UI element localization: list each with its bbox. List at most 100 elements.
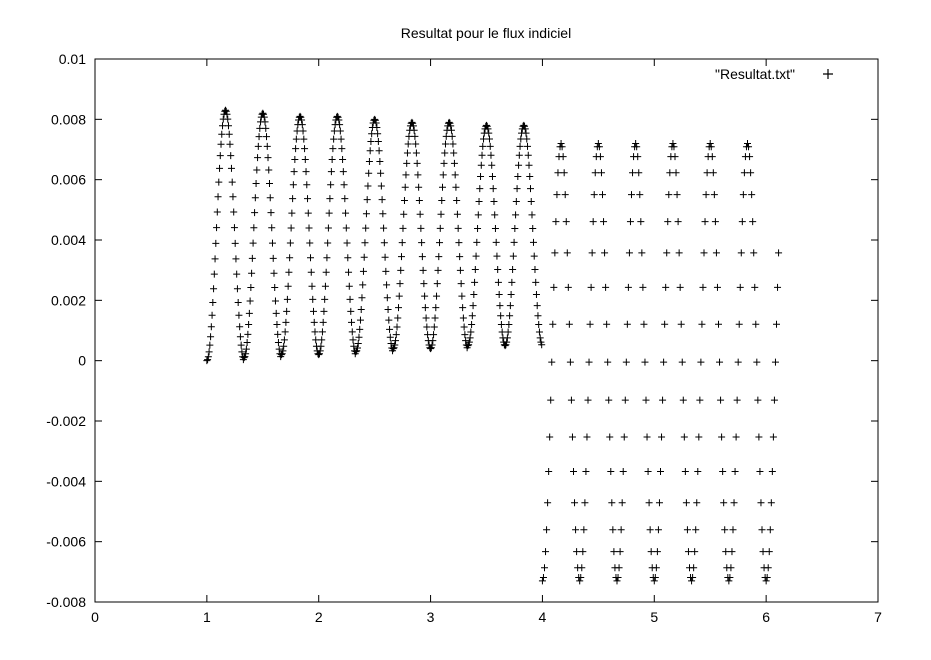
data-point [377, 182, 385, 190]
data-point [594, 139, 602, 147]
data-point [521, 125, 529, 133]
data-point [642, 396, 650, 404]
data-point [586, 320, 594, 328]
data-point [565, 320, 573, 328]
data-point [626, 218, 634, 226]
data-point [321, 295, 329, 303]
data-point [311, 328, 319, 336]
data-point [523, 135, 531, 143]
data-point [515, 161, 523, 169]
data-point [384, 306, 392, 314]
data-point [683, 526, 691, 534]
data-point [744, 139, 751, 147]
data-point [471, 278, 479, 286]
data-point [591, 169, 599, 177]
data-point [690, 564, 698, 572]
data-point [267, 209, 275, 217]
data-point [327, 181, 335, 189]
data-point [471, 266, 479, 273]
data-point [235, 311, 243, 319]
data-point [264, 154, 272, 162]
data-point [753, 358, 761, 366]
data-point [315, 351, 323, 359]
data-point [768, 468, 776, 476]
data-point [317, 342, 325, 350]
data-point [412, 140, 420, 148]
data-point [608, 499, 616, 507]
data-point [301, 145, 309, 153]
data-point [582, 468, 590, 476]
data-point [360, 253, 368, 261]
data-point [550, 283, 558, 291]
data-points [203, 106, 783, 585]
y-tick-label: -0.004 [46, 473, 86, 489]
data-point [585, 358, 593, 366]
data-point [343, 239, 351, 247]
data-point [688, 577, 696, 585]
data-point [638, 249, 646, 257]
data-point [563, 249, 571, 257]
data-point [274, 330, 282, 338]
data-point [383, 294, 391, 302]
data-point [355, 333, 363, 341]
data-point [590, 191, 598, 199]
data-point [706, 139, 714, 147]
data-point [421, 304, 429, 312]
data-point [419, 266, 427, 274]
data-point [302, 168, 310, 176]
data-point [584, 396, 592, 404]
data-point [718, 433, 726, 441]
data-point [436, 239, 444, 247]
data-point [433, 292, 441, 300]
data-point [447, 126, 455, 134]
data-point [303, 181, 311, 189]
data-point [321, 282, 329, 290]
data-point [219, 122, 227, 130]
data-point [291, 156, 299, 164]
data-point [645, 499, 653, 507]
data-point [752, 320, 760, 328]
data-point [322, 268, 330, 276]
data-point [745, 143, 753, 151]
data-point [417, 224, 425, 232]
data-point [330, 127, 338, 135]
data-point [762, 577, 770, 585]
data-point [635, 169, 643, 177]
data-point [434, 266, 442, 274]
data-point [445, 118, 453, 126]
data-point [671, 153, 679, 161]
data-point [377, 169, 385, 177]
data-point [524, 142, 532, 150]
data-point [439, 171, 447, 179]
data-point [552, 218, 560, 226]
data-point [403, 159, 411, 167]
x-tick-label: 5 [650, 609, 658, 625]
data-point [496, 302, 504, 310]
data-point [342, 209, 350, 217]
data-point [666, 169, 674, 177]
data-point [551, 249, 559, 257]
data-point [766, 526, 774, 534]
data-point [567, 396, 575, 404]
data-point [491, 211, 499, 219]
data-point [524, 151, 532, 159]
data-point [657, 468, 664, 476]
data-point [280, 342, 288, 350]
data-point [535, 321, 543, 329]
data-point [641, 358, 649, 366]
y-tick-label: 0.004 [51, 232, 86, 248]
data-point [224, 122, 232, 130]
data-point [432, 304, 440, 312]
data-point [279, 347, 287, 355]
data-point [287, 224, 295, 232]
data-point [277, 351, 285, 359]
data-point [559, 153, 567, 161]
data-point [245, 309, 253, 317]
data-point [494, 266, 502, 273]
data-point [285, 268, 293, 276]
data-point [251, 209, 259, 217]
data-point [352, 348, 360, 356]
data-point [684, 548, 692, 556]
data-point [265, 166, 273, 174]
data-point [337, 135, 345, 143]
